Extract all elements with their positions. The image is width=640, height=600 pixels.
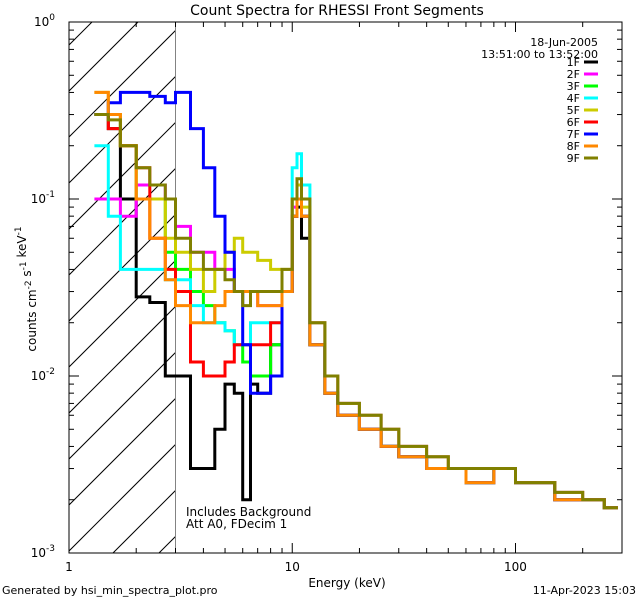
legend-label-8F: 8F xyxy=(567,140,580,153)
legend-label-6F: 6F xyxy=(567,116,580,129)
chart-title: Count Spectra for RHESSI Front Segments xyxy=(190,3,484,19)
hatch-line xyxy=(0,0,69,553)
legend-label-1F: 1F xyxy=(567,56,580,69)
tick-labels: 1 10 100 10-3 10-2 10-1 100 xyxy=(31,13,527,574)
footer-timestamp: 11-Apr-2023 15:03 xyxy=(532,584,636,597)
legend-label-7F: 7F xyxy=(567,128,580,141)
legend-label-3F: 3F xyxy=(567,80,580,93)
legend-label-4F: 4F xyxy=(567,92,580,105)
hatch-line xyxy=(112,489,176,553)
x-tick-label: 1 xyxy=(65,560,73,574)
axes xyxy=(68,21,623,554)
x-tick-label: 10 xyxy=(285,560,300,574)
note-attenuator: Att A0, FDecim 1 xyxy=(186,517,287,531)
hatch-line xyxy=(0,0,115,553)
plot-frame xyxy=(68,21,623,554)
series-8F-line xyxy=(94,90,618,510)
hatch-line xyxy=(69,397,176,506)
y-tick-label: 10-2 xyxy=(31,367,55,383)
series-6F-line xyxy=(94,113,618,510)
series-9F-line xyxy=(94,113,618,510)
y-tick-label: 10-1 xyxy=(31,190,55,206)
series-1F-line xyxy=(94,113,618,510)
hatch-line xyxy=(69,22,139,92)
footer-generated-by: Generated by hsi_min_spectra_plot.pro xyxy=(2,584,218,597)
y-tick-label: 100 xyxy=(34,13,55,29)
series-2F-line xyxy=(94,183,618,510)
y-tick-label: 10-3 xyxy=(31,544,55,560)
hatch-line xyxy=(69,167,176,276)
x-tick-label: 100 xyxy=(504,560,527,574)
x-axis-label: Energy (keV) xyxy=(308,576,385,590)
hatch-line xyxy=(69,29,176,138)
hatch-line xyxy=(69,351,176,460)
time-range-label: 13:51:00 to 13:52:00 xyxy=(481,48,598,61)
legend-label-5F: 5F xyxy=(567,104,580,117)
series-5F-line xyxy=(94,90,618,510)
series-layer xyxy=(94,90,618,510)
hatch-line xyxy=(69,213,176,322)
y-axis-label: counts cm-2 s-1 keV-1 xyxy=(14,226,39,351)
note-background: Includes Background xyxy=(186,505,311,519)
hatch-line xyxy=(69,443,176,552)
hatch-line xyxy=(69,305,176,414)
legend-label-2F: 2F xyxy=(567,68,580,81)
hatched-region xyxy=(0,0,176,553)
series-3F-line xyxy=(94,113,618,510)
legend-label-9F: 9F xyxy=(567,152,580,165)
series-7F-line xyxy=(94,90,618,510)
date-label: 18-Jun-2005 xyxy=(530,36,598,49)
